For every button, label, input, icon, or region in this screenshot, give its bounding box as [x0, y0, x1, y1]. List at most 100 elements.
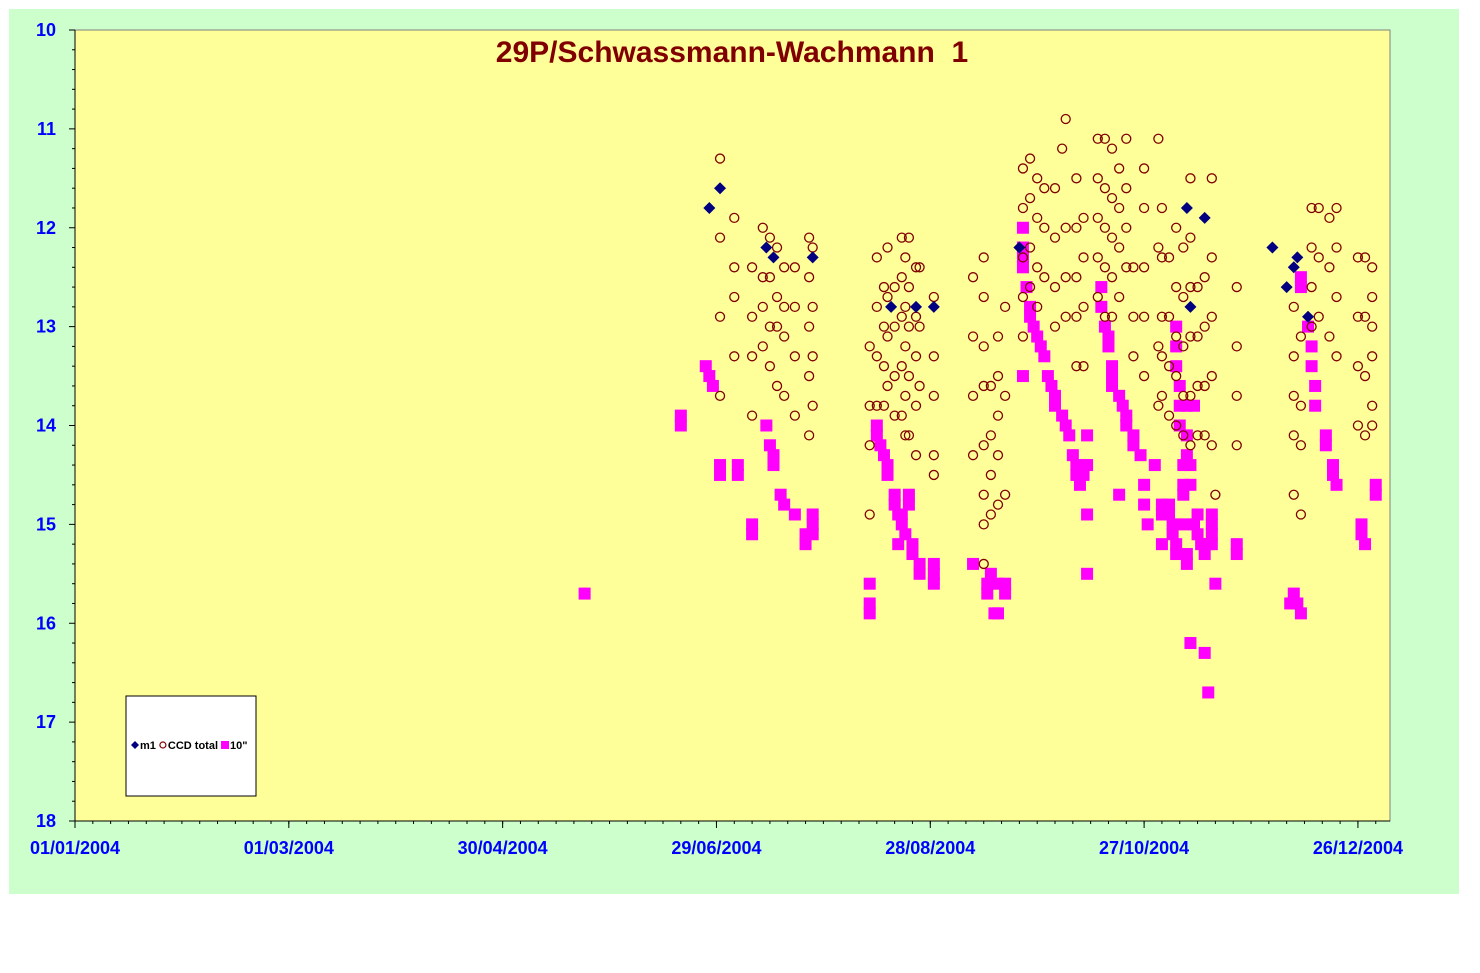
data-point-square	[674, 419, 687, 432]
data-point-square	[1198, 548, 1211, 561]
data-point-circle	[1092, 291, 1103, 303]
data-point-circle	[928, 390, 939, 401]
data-point-circle	[1106, 272, 1118, 283]
data-point-circle	[789, 301, 801, 313]
data-point-circle	[1367, 291, 1378, 303]
data-point-square	[1073, 478, 1086, 491]
data-point-circle	[889, 281, 900, 293]
data-point-circle	[896, 272, 907, 283]
data-point-square	[1205, 508, 1218, 521]
data-point-circle	[1178, 341, 1189, 352]
data-point-circle	[757, 301, 768, 313]
data-point-circle	[1099, 311, 1111, 322]
data-point-circle	[967, 390, 979, 401]
data-point-circle	[1295, 509, 1307, 520]
data-point-circle	[928, 469, 939, 481]
data-point-circle	[1032, 262, 1043, 273]
data-point-circle	[1017, 163, 1029, 174]
data-point-square	[1177, 518, 1190, 531]
data-point-circle	[1199, 380, 1210, 392]
data-point-square	[799, 538, 812, 551]
data-point-circle	[914, 321, 925, 332]
data-point-diamond	[927, 300, 940, 313]
data-point-square	[1102, 340, 1115, 353]
data-point-circle	[1288, 390, 1299, 401]
legend-marker-diamond	[131, 741, 139, 749]
data-point-circle	[978, 558, 989, 570]
data-point-square	[1116, 399, 1129, 412]
data-point-square	[1113, 389, 1126, 402]
data-point-circle	[714, 390, 726, 401]
data-point-circle	[1024, 242, 1036, 253]
data-point-circle	[1359, 311, 1371, 322]
data-point-circle	[900, 252, 911, 263]
data-point-circle	[978, 519, 989, 530]
data-point-circle	[1106, 192, 1118, 204]
data-point-circle	[764, 321, 776, 332]
x-tick-label: 30/04/2004	[458, 838, 548, 858]
data-point-circle	[764, 232, 776, 243]
data-point-circle	[771, 242, 783, 253]
data-point-circle	[900, 430, 911, 441]
data-point-circle	[967, 450, 979, 461]
data-point-circle	[1092, 252, 1103, 263]
data-point-circle	[714, 232, 726, 243]
data-point-circle	[1367, 420, 1378, 431]
data-point-circle	[1178, 242, 1189, 253]
data-point-square	[1063, 429, 1076, 442]
data-point-circle	[1185, 173, 1196, 184]
data-point-circle	[1359, 252, 1371, 263]
data-point-circle	[1106, 232, 1118, 243]
data-point-square	[1016, 370, 1029, 383]
data-point-circle	[1295, 400, 1307, 411]
data-point-square	[1326, 459, 1339, 472]
data-point-square	[1177, 488, 1190, 501]
data-point-diamond	[1287, 261, 1300, 274]
data-point-circle	[729, 351, 740, 362]
data-point-circle	[1032, 173, 1043, 184]
data-point-circle	[746, 351, 758, 362]
data-point-diamond	[1302, 310, 1315, 323]
data-point-square	[1070, 459, 1083, 472]
data-point-circle	[1153, 400, 1164, 411]
data-point-square	[1170, 538, 1183, 551]
data-point-circle	[985, 469, 997, 481]
data-point-circle	[714, 311, 726, 322]
data-point-circle	[878, 281, 890, 293]
data-point-circle	[1106, 311, 1118, 322]
data-point-diamond	[1280, 281, 1293, 294]
data-point-circle	[1099, 133, 1111, 144]
data-point-square	[1205, 518, 1218, 531]
data-point-diamond	[714, 182, 727, 195]
data-point-circle	[1153, 133, 1164, 144]
data-point-square	[706, 379, 719, 392]
data-point-square	[1081, 429, 1094, 442]
data-point-circle	[1153, 341, 1164, 352]
data-point-square	[881, 459, 894, 472]
data-point-circle	[1231, 390, 1242, 401]
data-point-circle	[1163, 361, 1175, 372]
y-tick-label: 10	[36, 20, 56, 40]
data-point-square	[913, 557, 926, 570]
data-point-square	[1326, 468, 1339, 481]
data-point-square	[731, 468, 744, 481]
data-point-circle	[1156, 202, 1168, 214]
data-point-circle	[910, 262, 922, 273]
data-point-circle	[1060, 222, 1071, 233]
data-point-circle	[729, 262, 740, 273]
data-point-square	[1170, 548, 1183, 561]
data-point-circle	[1128, 262, 1139, 273]
data-point-square	[1173, 379, 1186, 392]
data-point-square	[1166, 518, 1179, 531]
data-point-square	[863, 607, 876, 620]
data-point-square	[1041, 370, 1054, 383]
legend-item: CCD total	[159, 740, 218, 752]
data-point-circle	[1359, 430, 1371, 441]
data-point-square	[1049, 389, 1062, 402]
data-point-square	[906, 548, 919, 561]
data-point-diamond	[910, 300, 923, 313]
data-point-circle	[779, 331, 790, 342]
data-point-square	[767, 449, 780, 462]
legend-label: m1	[140, 740, 156, 752]
data-point-square	[1106, 370, 1119, 383]
